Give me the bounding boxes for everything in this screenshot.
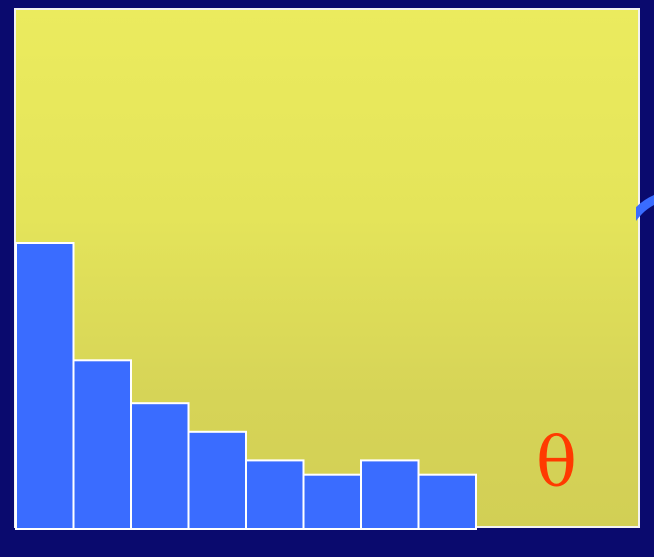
histogram-bar: [246, 460, 304, 529]
histogram-bar: [74, 360, 132, 529]
histogram-bar: [304, 475, 362, 529]
x-axis-label-theta: θ: [536, 430, 577, 498]
histogram-bar: [361, 460, 419, 529]
histogram-bars: [16, 243, 476, 529]
histogram-bar: [16, 243, 74, 529]
histogram-bar: [419, 475, 477, 529]
histogram-bar: [189, 432, 247, 529]
histogram-bar: [131, 403, 189, 529]
